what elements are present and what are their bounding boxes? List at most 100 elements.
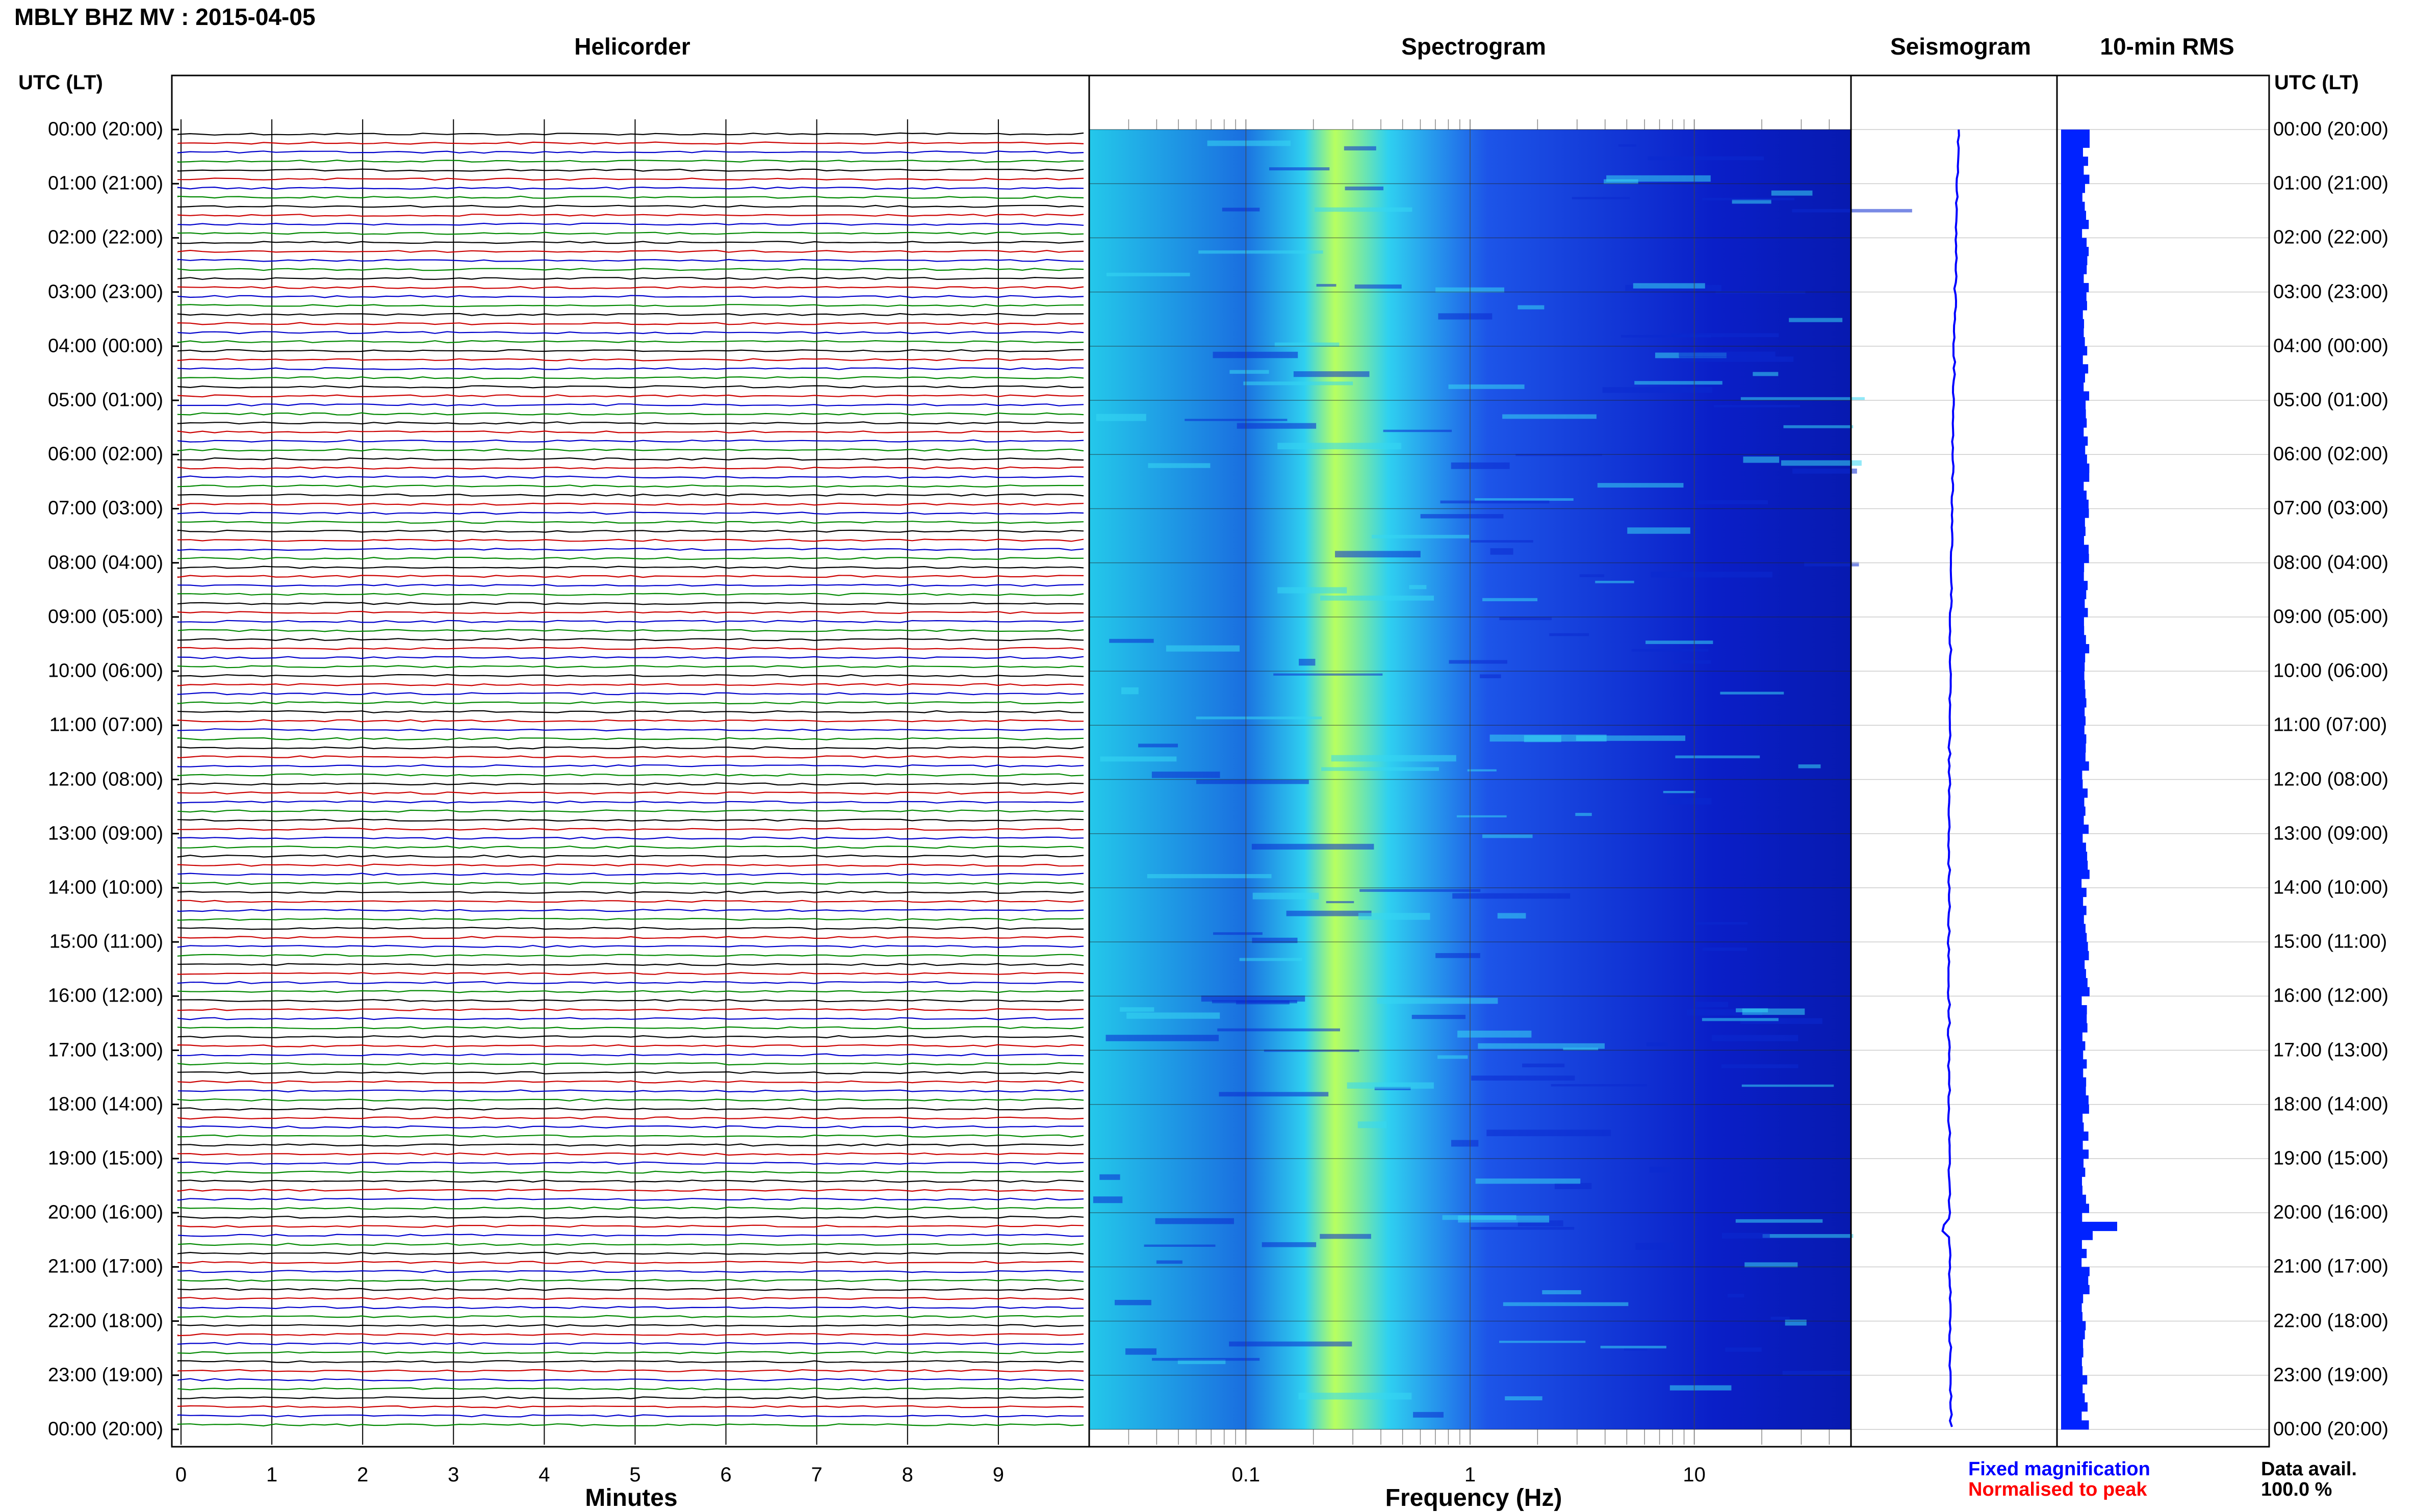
rms-bar — [2061, 752, 2086, 762]
rms-bar — [2061, 770, 2082, 780]
helicorder-trace — [177, 439, 1084, 443]
seismogram-trace — [1941, 129, 1960, 1427]
rms-bar — [2061, 825, 2089, 834]
rms-bar — [2061, 274, 2084, 284]
spectrogram-speckle — [1740, 397, 1865, 400]
spectrogram-speckle — [1326, 901, 1354, 904]
rms-bar — [2061, 1059, 2087, 1069]
helicorder-trace — [177, 1324, 1084, 1327]
time-label: 07:00 (03:00) — [47, 497, 163, 519]
rms-bar — [2061, 662, 2085, 672]
helicorder-trace — [177, 331, 1084, 335]
spectrogram-speckle — [1499, 1341, 1586, 1343]
spectrogram-speckle — [1782, 1371, 1852, 1375]
rms-bar — [2061, 996, 2082, 1006]
spectrogram-speckle — [1503, 1302, 1629, 1306]
helicorder-trace — [177, 1008, 1084, 1011]
time-label: 20:00 (16:00) — [47, 1201, 163, 1223]
spectrogram-speckle — [1470, 540, 1533, 543]
spectrogram-speckle — [1345, 186, 1384, 191]
spectrogram-speckle — [1720, 691, 1784, 695]
time-label: 00:00 (20:00) — [2273, 118, 2389, 140]
rms-bar — [2061, 887, 2087, 898]
helicorder-trace — [177, 141, 1084, 145]
spectrogram-speckle — [1651, 572, 1772, 578]
helicorder-trace — [177, 539, 1084, 542]
time-label: 18:00 (14:00) — [47, 1093, 163, 1115]
rms-bar — [2061, 1032, 2082, 1042]
helicorder-trace — [177, 1396, 1084, 1400]
helicorder-trace — [177, 1062, 1084, 1066]
time-label: 10:00 (06:00) — [2273, 660, 2389, 682]
spectrogram-speckle — [1320, 1234, 1371, 1239]
spectrogram-speckle — [1679, 356, 1794, 362]
rms-bar — [2061, 1167, 2086, 1177]
helicorder-trace — [177, 1261, 1084, 1264]
rms-bar — [2061, 1176, 2082, 1186]
rms-bar — [2061, 933, 2087, 942]
frequency-axis-label: Frequency (Hz) — [1385, 1484, 1562, 1511]
rms-bar — [2061, 896, 2084, 906]
spectrogram-speckle — [1440, 500, 1550, 504]
helicorder-trace — [177, 1360, 1084, 1364]
spectrogram-speckle — [1675, 755, 1760, 758]
spectrogram-speckle — [1762, 1234, 1854, 1238]
spectrogram-speckle — [1438, 313, 1493, 320]
spectrogram-speckle — [1475, 1178, 1581, 1184]
helicorder-trace — [177, 773, 1084, 777]
minutes-tick-label: 3 — [448, 1464, 459, 1486]
time-label: 03:00 (23:00) — [47, 281, 163, 303]
rms-bar — [2061, 608, 2088, 618]
spectrogram-speckle — [1490, 548, 1513, 555]
spectrogram-speckle — [1725, 1347, 1762, 1352]
spectrogram-speckle — [1298, 1393, 1412, 1400]
helicorder-trace — [177, 827, 1084, 831]
rms-bar — [2061, 1321, 2086, 1330]
rms-bar — [2061, 1294, 2084, 1303]
helicorder-trace — [177, 1071, 1084, 1074]
spectrogram-speckle — [1236, 1000, 1290, 1005]
helicorder-trace — [177, 1188, 1084, 1192]
spectrogram-speckle — [1166, 645, 1240, 652]
helicorder-trace — [177, 475, 1084, 479]
rms-bar — [2061, 1095, 2089, 1105]
rms-bar — [2061, 553, 2089, 563]
spectrogram-speckle — [1478, 1043, 1605, 1049]
spectrogram-speckle — [1635, 1243, 1674, 1250]
legend-fixed-magnification: Fixed magnification — [1968, 1458, 2150, 1480]
rms-bar — [2061, 1005, 2087, 1015]
spectrogram-speckle — [1595, 580, 1634, 583]
helicorder-trace — [177, 556, 1084, 560]
spectrogram-speckle — [1740, 1018, 1822, 1024]
helicorder-trace — [177, 647, 1084, 650]
spectrogram-speckle — [1314, 207, 1412, 212]
time-label: 11:00 (07:00) — [2273, 714, 2387, 736]
spectrogram-speckle — [1121, 687, 1139, 695]
rms-bar — [2061, 924, 2086, 933]
spectrogram-speckle — [1575, 813, 1592, 816]
spectrogram-speckle — [1572, 197, 1630, 199]
rms-bar — [2061, 1122, 2084, 1132]
rms-bar — [2061, 761, 2089, 771]
rms-bar — [2061, 1267, 2090, 1276]
helicorder-trace — [177, 1405, 1084, 1408]
spectrogram-speckle — [1673, 660, 1711, 664]
rms-bar — [2061, 1041, 2086, 1051]
spectrogram-speckle — [1354, 284, 1402, 289]
helicorder-trace — [177, 990, 1084, 993]
spectrogram-speckle — [1781, 460, 1862, 466]
helicorder-trace — [177, 276, 1084, 280]
helicorder-trace — [177, 295, 1084, 298]
rms-bar — [2061, 698, 2087, 708]
spectrogram-speckle — [1217, 1028, 1341, 1032]
helicorder-trace — [177, 927, 1084, 930]
time-label: 04:00 (00:00) — [2273, 335, 2389, 357]
spectrogram-speckle — [1451, 462, 1510, 469]
spectrogram-speckle — [1770, 1316, 1790, 1320]
rms-bar — [2061, 915, 2084, 925]
rms-bar — [2061, 797, 2085, 807]
time-label: 13:00 (09:00) — [2273, 823, 2389, 844]
rms-bar — [2061, 454, 2087, 464]
time-label: 00:00 (20:00) — [2273, 1418, 2389, 1440]
rms-bar — [2061, 255, 2088, 266]
